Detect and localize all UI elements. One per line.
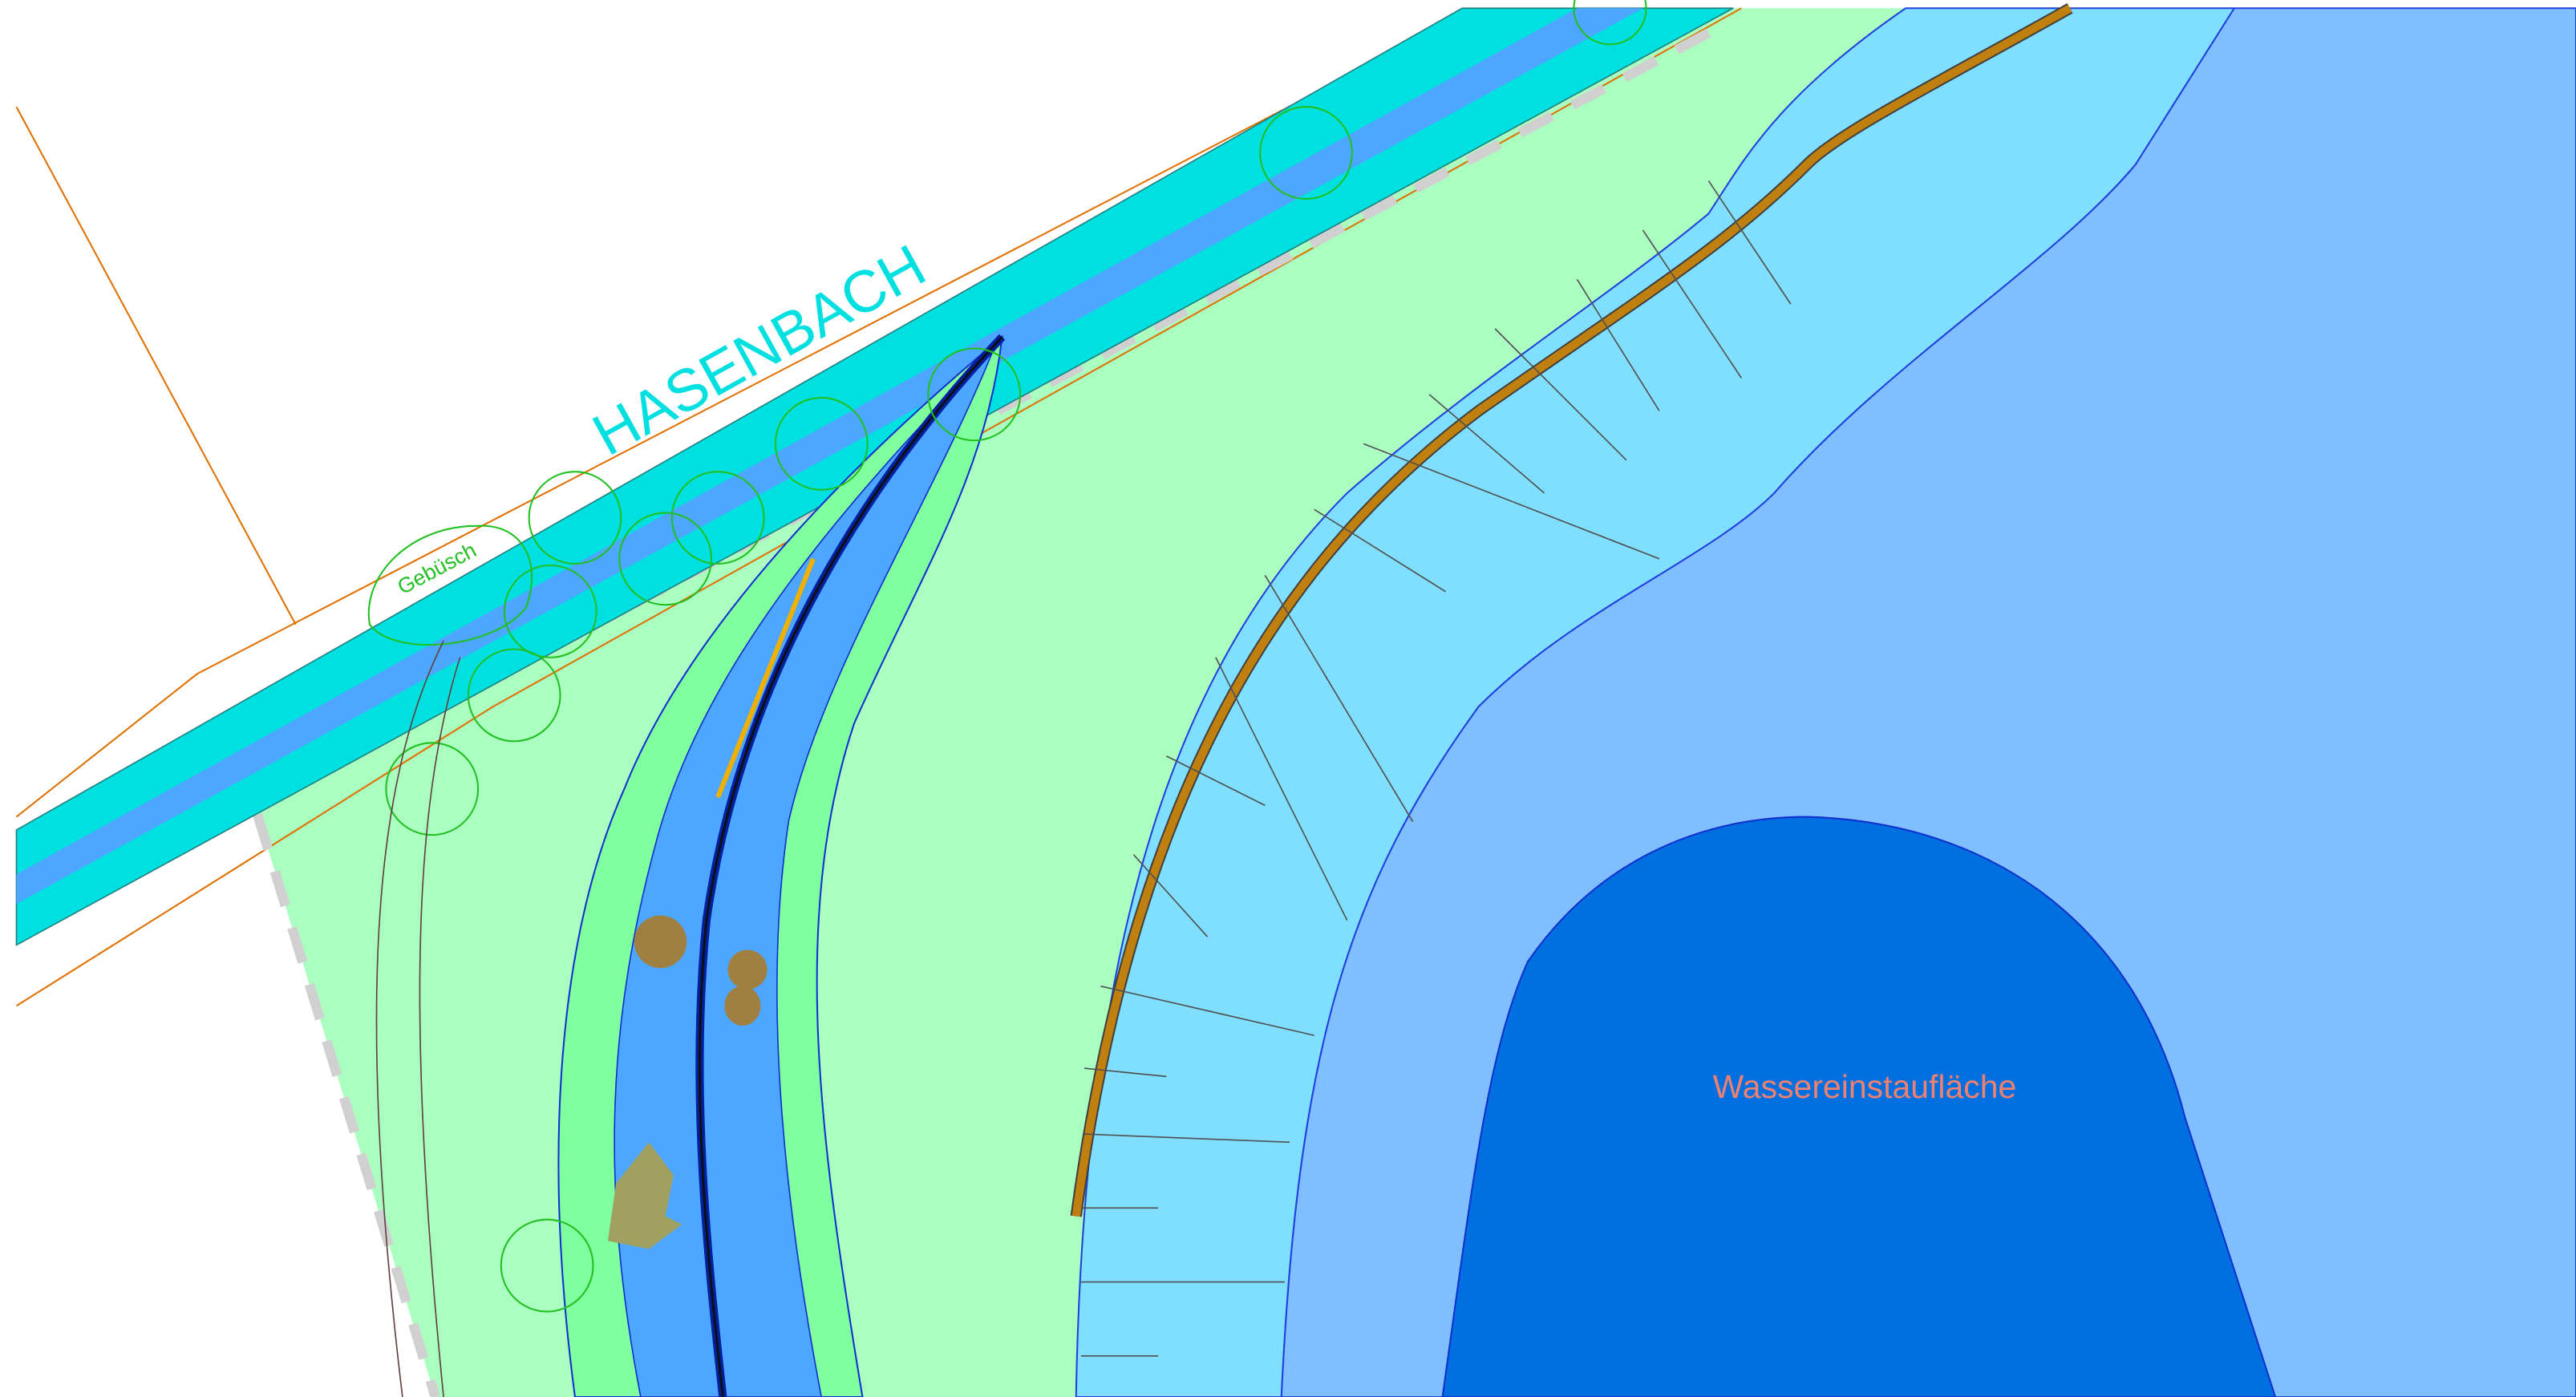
pond-label: Wassereinstaufläche — [1713, 1068, 2017, 1105]
path — [1071, 4, 2072, 1217]
fence-lines — [375, 640, 461, 1397]
shrub-circles — [367, 0, 1647, 1313]
slope-hatching — [1080, 180, 1792, 1357]
dashed-boundary — [249, 28, 1711, 1397]
pond — [1441, 816, 2277, 1397]
rocks — [607, 915, 768, 1249]
orange-segment — [715, 557, 816, 799]
channel-centre — [698, 336, 1003, 1397]
